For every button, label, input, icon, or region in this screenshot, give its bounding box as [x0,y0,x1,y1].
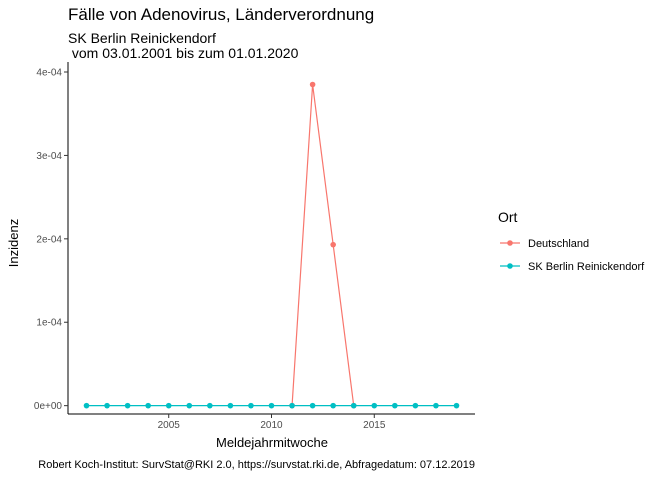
data-point [124,402,131,409]
data-point [330,402,336,409]
data-point [227,402,234,409]
data-point [309,402,316,409]
plot-lines [86,84,457,407]
legend-key-point [507,263,513,269]
legend-entries: Deutschland SK Berlin Reinickendorf [500,238,645,273]
data-point [330,241,336,248]
data-point [145,402,151,409]
chart-subtitle: SK Berlin Reinickendorf vom 03.01.2001 b… [68,30,299,61]
data-point [392,402,398,409]
legend-label: SK Berlin Reinickendorf [528,261,645,273]
x-axis-title: Meldejahrmitwoche [216,435,328,450]
y-axis-ticks: 0e+00 1e-04 2e-04 3e-04 4e-04 [34,68,68,412]
data-point [412,402,419,409]
data-point [186,402,193,409]
legend-item: SK Berlin Reinickendorf [500,261,645,273]
legend-key-point [507,240,513,246]
x-tick-label: 2005 [158,420,181,431]
chart-caption: Robert Koch-Institut: SurvStat@RKI 2.0, … [38,459,475,471]
data-point [433,402,439,409]
x-tick-label: 2015 [363,420,386,431]
y-tick-label: 1e-04 [36,318,62,329]
y-tick-label: 3e-04 [36,151,62,162]
plot-points [83,81,460,409]
data-point [165,402,172,409]
y-tick-label: 2e-04 [36,234,62,245]
legend-item: Deutschland [500,238,589,250]
data-point [350,402,357,409]
legend-title: Ort [498,209,518,225]
y-tick-label: 0e+00 [34,401,63,412]
data-point [83,402,90,409]
legend-label: Deutschland [528,238,589,250]
data-point [289,402,295,409]
y-axis-title: Inzidenz [6,219,21,267]
legend: Ort Deutschland SK Berlin Reinickendorf [498,209,645,273]
data-point [268,402,275,409]
series-line [291,84,355,406]
data-point [371,402,378,409]
data-point [207,402,213,409]
data-point [104,402,110,409]
y-tick-label: 4e-04 [36,68,62,79]
x-tick-label: 2010 [260,420,283,431]
data-point [453,402,460,409]
data-point [309,81,316,88]
x-axis-ticks: 2005 2010 2015 [158,414,386,431]
data-point [248,402,254,409]
chart-title: Fälle von Adenovirus, Länderverordnung [68,5,375,24]
